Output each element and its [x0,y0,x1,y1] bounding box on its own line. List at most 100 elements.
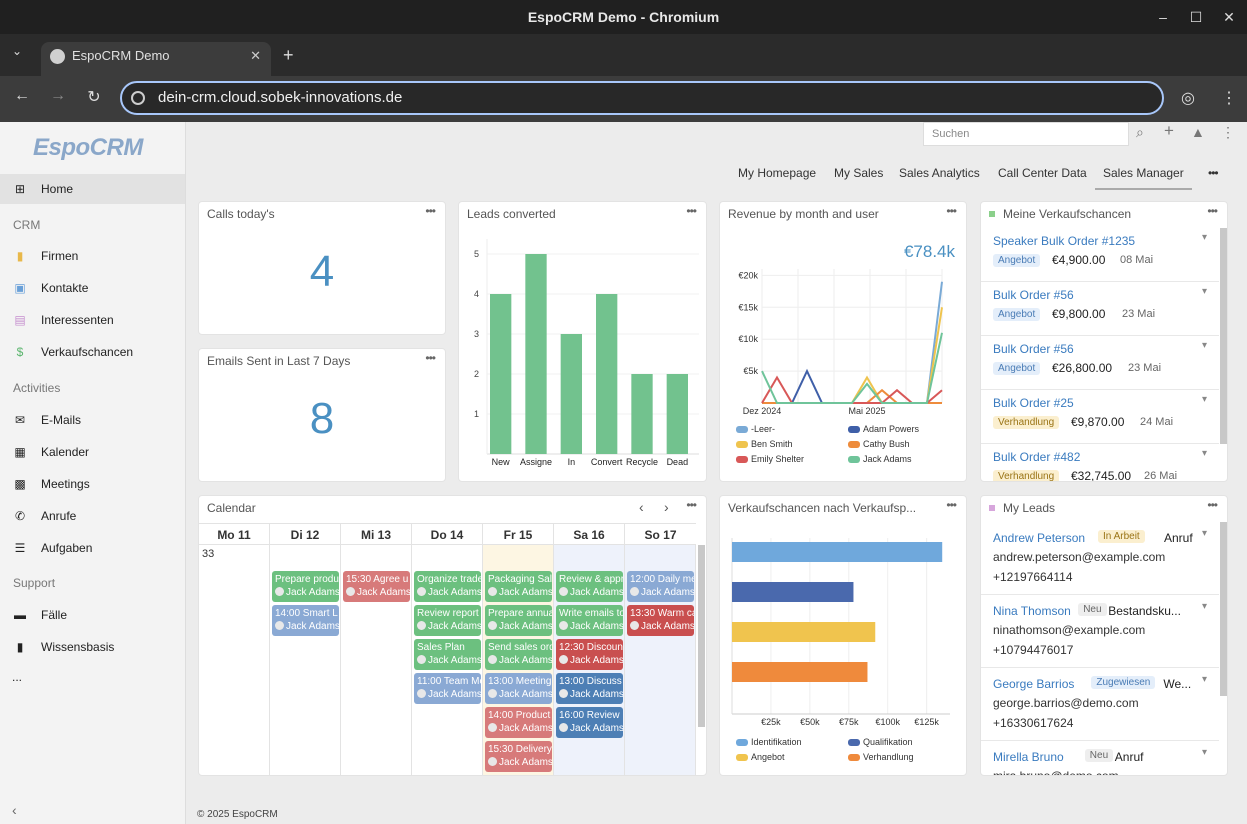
bell-icon[interactable]: ▲ [1191,124,1205,140]
scrollbar[interactable] [1220,522,1227,696]
lead-email[interactable]: ninathomson@example.com [993,623,1146,637]
calendar-event[interactable]: 16:00 Review Jack Adams [556,707,623,738]
calendar-day-column[interactable] [199,545,270,775]
menu-icon[interactable]: ⋮ [1221,124,1235,140]
search-input[interactable]: Suchen [923,122,1129,146]
chevron-down-icon[interactable]: ▾ [1201,340,1207,351]
calendar-event[interactable]: 13:00 Meeting Jack Adams [485,673,552,704]
site-info-icon[interactable] [131,91,145,105]
dashlet-menu-icon[interactable]: ••• [1207,498,1218,512]
sidebar-item-kontakte[interactable]: ▣ Kontakte [0,273,185,303]
calendar-event[interactable]: 13:00 Discuss Jack Adams [556,673,623,704]
opportunity-name[interactable]: Bulk Order #25 [993,396,1074,410]
lead-email[interactable]: mira.bruno@demo.com [993,769,1119,776]
next-week-icon[interactable]: › [664,499,669,515]
search-icon[interactable]: ⌕ [1136,124,1144,140]
chevron-down-icon[interactable]: ▾ [1201,528,1207,539]
close-window-icon[interactable]: ✕ [1223,9,1235,25]
calendar-day-column[interactable] [412,545,483,775]
opportunity-name[interactable]: Bulk Order #56 [993,288,1074,302]
calendar-event[interactable]: Send sales ord Jack Adams [485,639,552,670]
minimize-icon[interactable]: – [1159,9,1167,25]
scrollbar[interactable] [1220,228,1227,444]
sidebar-item-meetings[interactable]: ▩ Meetings [0,469,185,499]
back-icon[interactable]: ← [14,87,30,104]
sidebar-item-interessenten[interactable]: ▤ Interessenten [0,305,185,335]
chevron-down-icon[interactable]: ▾ [1201,674,1207,685]
prev-week-icon[interactable]: ‹ [639,499,644,515]
opportunity-name[interactable]: Bulk Order #482 [993,450,1081,464]
calendar-event[interactable]: Organize trade Jack Adams [414,571,481,602]
sidebar-item-home[interactable]: ⊞ Home [0,174,185,204]
chevron-down-icon[interactable]: ▾ [1201,601,1207,612]
sidebar-item-aufgaben[interactable]: ☰ Aufgaben [0,533,185,563]
calendar-event[interactable]: Prepare annua Jack Adams [485,605,552,636]
lead-name[interactable]: Nina Thomson [993,604,1071,618]
app-logo[interactable]: EspoCRM [33,134,143,161]
chevron-down-icon[interactable]: ▾ [1201,448,1207,459]
scrollbar[interactable] [698,545,705,727]
dashlet-menu-icon[interactable]: ••• [1207,204,1218,218]
calendar-event[interactable]: 15:30 Agree u Jack Adams [343,571,410,602]
browser-menu-icon[interactable]: ⋮ [1221,90,1237,107]
sidebar-item-wissensbasis[interactable]: ▮ Wissensbasis [0,632,185,662]
calendar-event[interactable]: 12:00 Daily me Jack Adams [627,571,694,602]
tab-my-homepage[interactable]: My Homepage [738,166,817,180]
sidebar-item-anrufe[interactable]: ✆ Anrufe [0,501,185,531]
dashlet-menu-icon[interactable]: ••• [425,204,436,218]
calendar-event[interactable]: Write emails to Jack Adams [556,605,623,636]
chevron-down-icon[interactable]: ▾ [1201,232,1207,243]
forward-icon[interactable]: → [50,87,66,104]
calendar-event[interactable]: 13:30 Warm ca Jack Adams [627,605,694,636]
tabs-more-icon[interactable]: ••• [1208,166,1219,180]
dashlet-menu-icon[interactable]: ••• [946,498,957,512]
sidebar-item-kalender[interactable]: ▦ Kalender [0,437,185,467]
reload-icon[interactable]: ↻ [87,89,101,106]
calendar-event[interactable]: 11:00 Team Me Jack Adams [414,673,481,704]
lead-phone[interactable]: +10794476017 [993,643,1074,657]
lead-email[interactable]: george.barrios@demo.com [993,696,1139,710]
sidebar-item-emails[interactable]: ✉ E-Mails [0,405,185,435]
address-bar[interactable]: dein-crm.cloud.sobek-innovations.de [120,81,1164,115]
sidebar-item-verkaufschancen[interactable]: $ Verkaufschancen [0,337,185,367]
tab-list-icon[interactable]: ⌄ [12,44,23,58]
calendar-event[interactable]: Packaging Sal Jack Adams [485,571,552,602]
dashlet-menu-icon[interactable]: ••• [425,351,436,365]
sidebar-item-faelle[interactable]: ▬ Fälle [0,600,185,630]
lead-phone[interactable]: +12197664114 [993,570,1073,584]
opportunity-name[interactable]: Bulk Order #56 [993,342,1074,356]
calendar-event[interactable]: Review report Jack Adams [414,605,481,636]
tab-sales-analytics[interactable]: Sales Analytics [899,166,980,180]
plus-icon[interactable]: + [1164,121,1174,140]
dashlet-menu-icon[interactable]: ••• [686,204,697,218]
tab-call-center-data[interactable]: Call Center Data [998,166,1087,180]
calendar-day-column[interactable] [270,545,341,775]
lead-phone[interactable]: +16330617624 [993,716,1074,730]
dashlet-menu-icon[interactable]: ••• [946,204,957,218]
calendar-event[interactable]: Sales Plan Jack Adams [414,639,481,670]
calendar-event[interactable]: Prepare produ Jack Adams [272,571,339,602]
lead-name[interactable]: George Barrios [993,677,1075,691]
browser-tab[interactable]: EspoCRM Demo ✕ [41,42,271,76]
calendar-event[interactable]: 14:00 Product Jack Adams [485,707,552,738]
calendar-event[interactable]: 12:30 Discoun Jack Adams [556,639,623,670]
lead-name[interactable]: Mirella Bruno [993,750,1064,764]
opportunity-name[interactable]: Speaker Bulk Order #1235 [993,234,1136,248]
tab-sales-manager[interactable]: Sales Manager [1095,166,1192,190]
chevron-down-icon[interactable]: ▾ [1201,394,1207,405]
lead-email[interactable]: andrew.peterson@example.com [993,550,1166,564]
close-tab-icon[interactable]: ✕ [250,48,261,63]
calendar-day-column[interactable] [341,545,412,775]
dashlet-menu-icon[interactable]: ••• [686,498,697,512]
profile-icon[interactable]: ◎ [1181,90,1195,107]
sidebar-item-firmen[interactable]: ▮ Firmen [0,241,185,271]
calendar-event[interactable]: 14:00 Smart L Jack Adams [272,605,339,636]
tab-my-sales[interactable]: My Sales [834,166,884,180]
sidebar-more[interactable]: ... [12,670,23,684]
chevron-down-icon[interactable]: ▾ [1201,286,1207,297]
calendar-event[interactable]: 15:30 Delivery Jack Adams [485,741,552,772]
maximize-icon[interactable]: ☐ [1189,9,1203,25]
new-tab-icon[interactable]: + [283,45,294,65]
chevron-down-icon[interactable]: ▾ [1201,747,1207,758]
lead-name[interactable]: Andrew Peterson [993,531,1086,545]
